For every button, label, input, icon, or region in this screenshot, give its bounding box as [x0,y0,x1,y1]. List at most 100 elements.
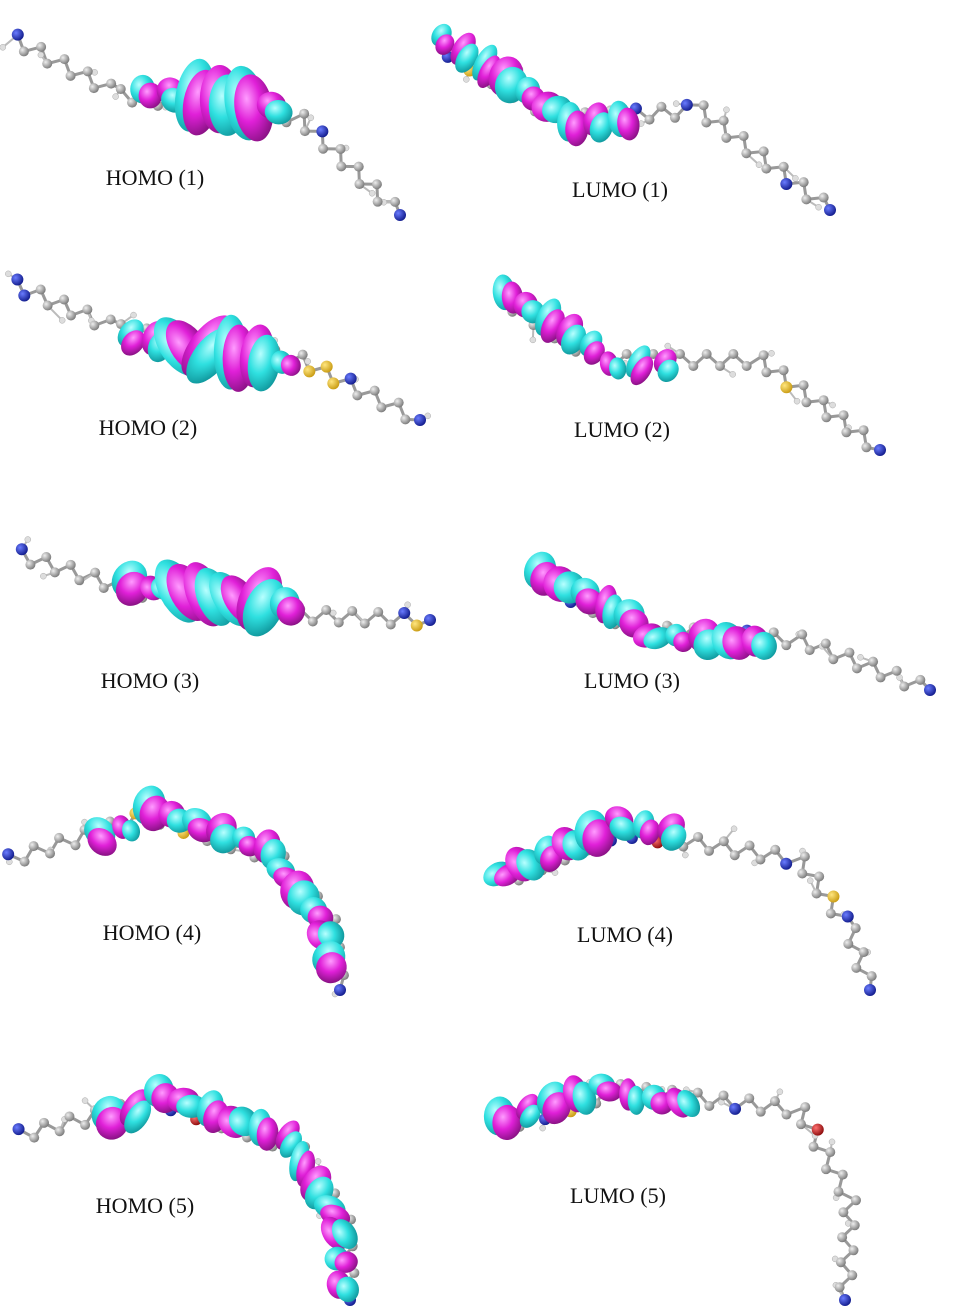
orbital-label: HOMO (5) [96,1193,194,1218]
atom [648,349,659,359]
atom [825,908,836,919]
atom [693,831,704,842]
orbital-lobe [276,596,305,626]
hydrogen [829,401,836,409]
atom [825,1147,836,1158]
orbital-lobe [596,1081,622,1102]
atom [680,98,693,111]
orbital-lobe [627,1085,645,1115]
hydrogen [776,1088,784,1096]
orbital-lobe [121,330,146,356]
hydrogen [672,100,680,107]
atom [811,888,822,899]
atom [798,380,809,391]
atom [299,108,310,119]
atom [835,1257,846,1268]
hydrogen [37,51,45,59]
atom [353,161,364,172]
atom [924,684,936,696]
orbital-lobe [435,34,455,55]
atom [851,962,862,973]
atom [316,125,329,138]
atom [701,349,712,359]
orbital-lobe [565,110,589,147]
atom [385,619,396,630]
atom [347,606,358,617]
atom [848,1245,859,1256]
atom [54,1126,65,1137]
atom [801,397,812,408]
atom [28,841,39,852]
atom [45,848,56,859]
atom [864,984,876,996]
atom [744,1093,755,1104]
atom [89,320,100,331]
atom [874,444,886,456]
orbital-lobe [542,1092,571,1125]
atom [398,607,411,620]
atom [330,914,341,925]
atom [64,1111,75,1122]
hydrogen [463,76,470,83]
hydrogen [815,203,822,211]
hydrogen [307,114,315,121]
atom [49,567,60,578]
hydrogen [806,877,814,884]
atom [851,663,862,674]
orbital-lobe [122,820,141,842]
atom [98,582,109,593]
atom [728,349,739,359]
atom [80,1119,91,1130]
hydrogen [793,397,801,405]
atom [718,836,729,847]
molecule [5,270,431,426]
atom [861,442,872,453]
atom [849,1220,860,1231]
atom [335,143,346,154]
hydrogen [5,270,12,278]
atom [390,196,401,207]
atom [321,605,332,616]
atom [303,365,316,378]
atom [741,148,752,159]
atom [88,83,99,94]
orbital-lobe [87,827,117,856]
hydrogen [424,412,431,420]
hydrogen [755,161,763,169]
molecule [492,274,886,456]
atom [858,425,869,436]
atom [729,1102,742,1115]
atom [25,559,36,570]
atom [761,367,772,378]
atom [799,851,810,862]
atom [701,117,712,128]
orbital-lobe [639,819,660,846]
atom [336,161,347,172]
orbital-label: HOMO (4) [103,920,201,945]
atom [761,163,772,174]
hydrogen [768,350,775,357]
atom [827,890,840,903]
atom [850,1195,861,1206]
molecule [0,28,406,221]
atom [373,607,384,618]
atom [393,397,404,408]
atom [828,654,839,665]
atom [770,844,781,855]
hydrogen [81,1097,89,1104]
atom [621,349,632,359]
orbital-lobe [630,356,654,386]
atom [721,132,732,143]
atom [837,1232,848,1243]
atom [698,100,709,111]
atom [59,54,70,65]
atom [54,832,65,843]
atom [729,850,740,861]
atom [758,350,769,361]
atom [800,1102,811,1113]
orbital-lobe [234,74,274,142]
atom [769,1096,780,1107]
atom [2,848,15,861]
atom [371,179,382,190]
